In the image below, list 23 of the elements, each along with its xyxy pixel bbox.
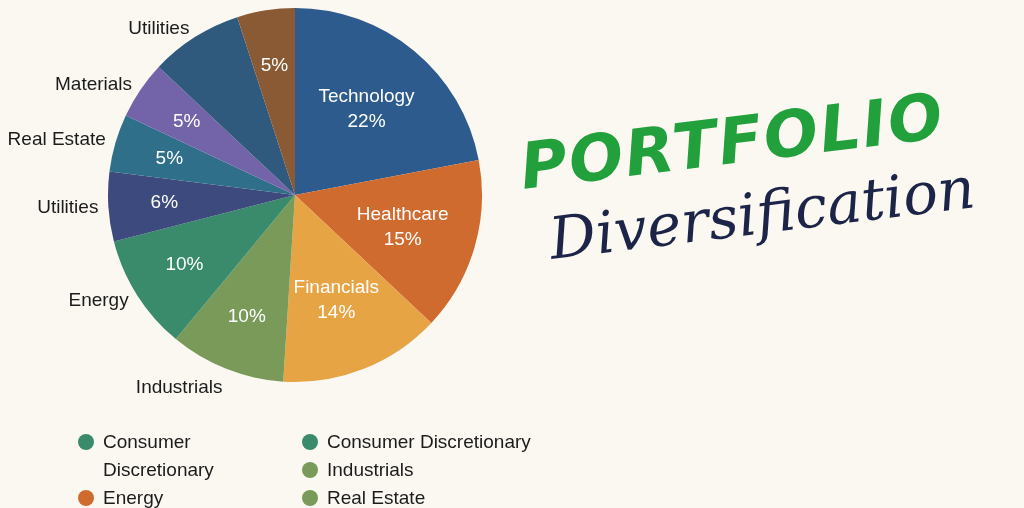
data-label: 22%	[347, 109, 386, 131]
text: Consumer Discretionary	[103, 430, 215, 482]
data-label: 5%	[260, 53, 289, 75]
slice-label: Materials	[54, 72, 133, 94]
data-label: 10%	[165, 253, 204, 275]
text: Industrials	[327, 458, 414, 482]
slice-label: Financials	[293, 275, 380, 297]
slice-label: Healthcare	[356, 202, 449, 224]
text: Consumer Discretionary	[327, 430, 531, 454]
text: Energy	[103, 486, 164, 508]
slice-label: Industrials	[135, 375, 223, 397]
slice-label: Technology	[318, 84, 416, 106]
data-label: 14%	[317, 300, 356, 322]
slice-label: Utilities	[37, 195, 99, 217]
data-label: 6%	[150, 191, 179, 213]
data-label: 10%	[227, 304, 266, 326]
slice-label: Real Estate	[7, 128, 106, 150]
data-label: 5%	[173, 109, 201, 131]
data-label: 5%	[155, 146, 184, 168]
slice-label: Utilities	[128, 16, 190, 38]
data-label: 15%	[383, 227, 422, 249]
slice-label: Energy	[68, 288, 130, 310]
text: Real Estate	[327, 486, 426, 508]
